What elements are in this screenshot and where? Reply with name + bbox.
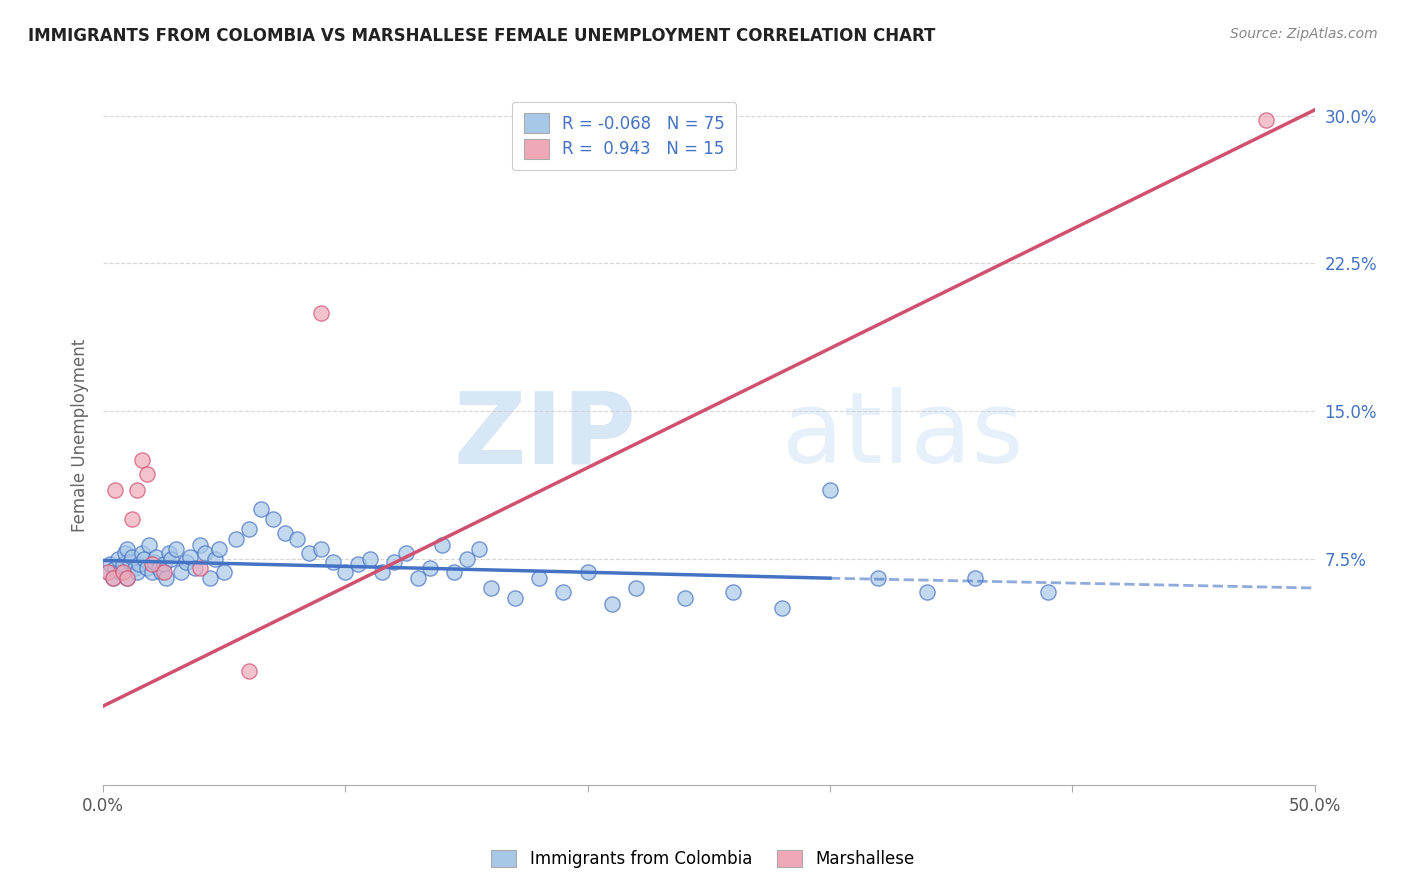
Point [346, 558, 368, 572]
Point [406, 571, 429, 585]
Point [479, 581, 502, 595]
Point [188, 538, 211, 552]
Point [135, 467, 157, 481]
Point [100, 558, 122, 572]
Point [128, 558, 150, 572]
Point [529, 571, 551, 585]
Point [432, 538, 454, 552]
Point [141, 558, 163, 572]
Point [117, 541, 139, 556]
Point [238, 664, 260, 678]
Point [125, 566, 148, 580]
Point [818, 483, 841, 497]
Point [111, 566, 134, 580]
Text: atlas: atlas [782, 387, 1024, 484]
Point [721, 585, 744, 599]
Point [382, 556, 405, 570]
Point [194, 546, 217, 560]
Point [1036, 585, 1059, 599]
Point [101, 571, 124, 585]
Point [553, 585, 575, 599]
Point [359, 551, 381, 566]
Point [204, 551, 226, 566]
Point [143, 556, 166, 570]
Point [152, 558, 174, 572]
Point [174, 556, 197, 570]
Point [111, 558, 134, 572]
Text: IMMIGRANTS FROM COLOMBIA VS MARSHALLESE FEMALE UNEMPLOYMENT CORRELATION CHART: IMMIGRANTS FROM COLOMBIA VS MARSHALLESE … [28, 27, 935, 45]
Point [1256, 112, 1278, 127]
Point [104, 561, 127, 575]
Point [274, 525, 297, 540]
Point [134, 551, 156, 566]
Point [309, 305, 332, 319]
Y-axis label: Female Unemployment: Female Unemployment [72, 339, 89, 533]
Point [198, 571, 221, 585]
Point [117, 571, 139, 585]
Point [285, 532, 308, 546]
Point [157, 546, 180, 560]
Point [145, 549, 167, 564]
Point [114, 546, 136, 560]
Point [150, 566, 173, 580]
Point [335, 566, 357, 580]
Point [600, 597, 623, 611]
Point [104, 483, 127, 497]
Point [118, 556, 141, 570]
Legend: R = -0.068   N = 75, R =  0.943   N = 15: R = -0.068 N = 75, R = 0.943 N = 15 [512, 102, 737, 170]
Point [141, 566, 163, 580]
Point [125, 483, 148, 497]
Point [97, 566, 120, 580]
Point [155, 571, 177, 585]
Point [131, 546, 153, 560]
Point [121, 512, 143, 526]
Point [965, 571, 987, 585]
Point [419, 561, 441, 575]
Point [208, 541, 231, 556]
Point [152, 566, 174, 580]
Point [101, 571, 124, 585]
Point [184, 561, 207, 575]
Text: Source: ZipAtlas.com: Source: ZipAtlas.com [1230, 27, 1378, 41]
Point [188, 561, 211, 575]
Point [624, 581, 647, 595]
Point [249, 502, 271, 516]
Point [456, 551, 478, 566]
Point [169, 566, 191, 580]
Point [467, 541, 489, 556]
Point [121, 549, 143, 564]
Point [443, 566, 465, 580]
Point [160, 551, 183, 566]
Point [262, 512, 284, 526]
Point [770, 600, 793, 615]
Point [135, 561, 157, 575]
Point [108, 566, 131, 580]
Text: ZIP: ZIP [453, 387, 636, 484]
Point [868, 571, 890, 585]
Point [238, 522, 260, 536]
Point [576, 566, 599, 580]
Point [395, 546, 418, 560]
Point [322, 556, 344, 570]
Legend: Immigrants from Colombia, Marshallese: Immigrants from Colombia, Marshallese [485, 843, 921, 875]
Point [298, 546, 321, 560]
Point [179, 549, 201, 564]
Point [225, 532, 247, 546]
Point [107, 551, 129, 566]
Point [117, 571, 139, 585]
Point [673, 591, 696, 605]
Point [138, 538, 160, 552]
Point [503, 591, 526, 605]
Point [915, 585, 938, 599]
Point [148, 561, 170, 575]
Point [124, 561, 146, 575]
Point [214, 566, 236, 580]
Point [371, 566, 394, 580]
Point [97, 566, 120, 580]
Point [131, 453, 153, 467]
Point [165, 541, 187, 556]
Point [309, 541, 332, 556]
